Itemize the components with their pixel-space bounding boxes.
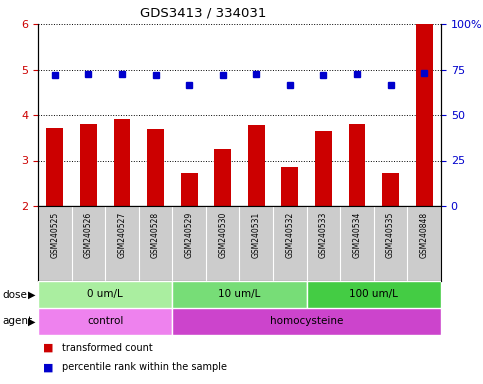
Bar (172, 308, 441, 335)
Text: GSM240527: GSM240527 (117, 212, 127, 258)
Bar (315, 131, 332, 206)
Text: GSM240535: GSM240535 (386, 212, 395, 258)
Bar (80, 124, 97, 206)
Text: GSM240533: GSM240533 (319, 212, 328, 258)
Text: control: control (87, 316, 123, 326)
Bar (46, 128, 63, 206)
Text: GSM240532: GSM240532 (285, 212, 294, 258)
Bar (147, 129, 164, 206)
Text: 100 um/L: 100 um/L (349, 290, 398, 300)
Text: 10 um/L: 10 um/L (218, 290, 261, 300)
Bar (307, 281, 441, 308)
Text: GSM240530: GSM240530 (218, 212, 227, 258)
Bar (349, 124, 366, 206)
Text: dose: dose (2, 290, 28, 300)
Bar (172, 281, 307, 308)
Text: 0 um/L: 0 um/L (87, 290, 123, 300)
Bar (416, 24, 433, 206)
Text: ▶: ▶ (28, 290, 36, 300)
Text: GSM240848: GSM240848 (420, 212, 429, 258)
Bar (248, 125, 265, 206)
Bar (282, 167, 298, 206)
Bar (181, 173, 198, 206)
Text: homocysteine: homocysteine (270, 316, 343, 326)
Text: GSM240531: GSM240531 (252, 212, 261, 258)
Text: GSM240534: GSM240534 (353, 212, 362, 258)
Text: GSM240529: GSM240529 (185, 212, 194, 258)
Text: GSM240528: GSM240528 (151, 212, 160, 258)
Text: GSM240525: GSM240525 (50, 212, 59, 258)
Bar (38, 308, 172, 335)
Text: GDS3413 / 334031: GDS3413 / 334031 (140, 7, 266, 20)
Text: ■: ■ (43, 362, 53, 372)
Text: ▶: ▶ (28, 316, 36, 326)
Text: agent: agent (2, 316, 32, 326)
Text: transformed count: transformed count (62, 343, 153, 353)
Bar (214, 149, 231, 206)
Text: ■: ■ (43, 343, 53, 353)
Bar (382, 173, 399, 206)
Bar (114, 119, 130, 206)
Text: GSM240526: GSM240526 (84, 212, 93, 258)
Bar (38, 281, 172, 308)
Text: percentile rank within the sample: percentile rank within the sample (62, 362, 227, 372)
